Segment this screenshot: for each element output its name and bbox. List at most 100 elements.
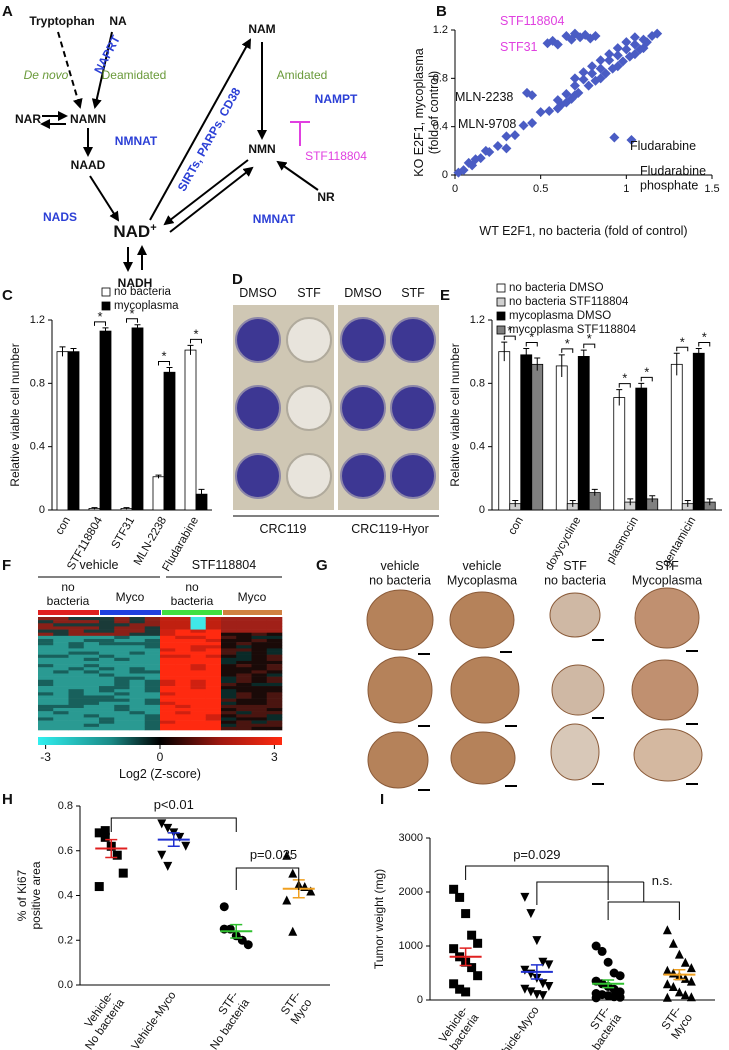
point (680, 973, 690, 983)
heatmap-cell (160, 638, 176, 643)
heatmap-cell (38, 673, 54, 677)
heatmap-cell (160, 654, 176, 659)
bar (670, 363, 683, 511)
heatmap-cell (99, 682, 115, 687)
column-label: vehicle Mycoplasma (447, 559, 517, 587)
panel-letter: H (2, 791, 13, 808)
point (94, 882, 104, 892)
heatmap-cell (266, 642, 283, 646)
heatmap-cell (205, 638, 222, 643)
heatmap-cell (144, 635, 161, 640)
legend-swatch (496, 311, 506, 321)
heatmap-cell (38, 711, 54, 715)
error-bar (187, 344, 194, 355)
point (612, 50, 623, 61)
x-tick-label: STF-No bacteria (570, 1004, 625, 1050)
point (219, 902, 229, 912)
bar (56, 351, 69, 511)
point (526, 987, 536, 997)
colorbar-tick-label: 0 (157, 750, 164, 764)
heatmap-cell (175, 648, 191, 652)
heatmap-cell (68, 632, 85, 637)
error-bar (59, 346, 66, 357)
heatmap-cell (236, 626, 252, 630)
heatmap-cell (68, 689, 85, 693)
point (306, 886, 316, 896)
heatmap-cell (144, 708, 161, 712)
panel-letter: F (2, 557, 11, 574)
point (501, 143, 512, 154)
point (674, 987, 684, 997)
heatmap-cell (190, 676, 207, 681)
heatmap-cell (129, 617, 146, 621)
heatmap-cell (190, 629, 207, 633)
annotation: Fludarabine (630, 139, 696, 153)
bar (152, 476, 165, 511)
heatmap-cell (38, 645, 54, 649)
heatmap-cell (160, 635, 176, 640)
heatmap-cell (144, 689, 161, 693)
bar (99, 330, 112, 511)
heatmap-cell (83, 698, 100, 703)
heatmap-cell (205, 673, 222, 677)
heatmap-cell (221, 651, 237, 655)
error-bar (580, 349, 587, 363)
heatmap-cell (190, 692, 207, 696)
heatmap-cell (144, 629, 161, 633)
heatmap-cell (129, 723, 146, 728)
heatmap-cell (190, 701, 207, 706)
heatmap-cell (68, 726, 85, 731)
heatmap-cell (114, 714, 130, 718)
heatmap-cell (221, 657, 237, 662)
y-axis-label: (fold of control) (427, 71, 441, 154)
heatmap-cell (175, 673, 191, 677)
y-axis-label: Tumor weight (mg) (372, 869, 386, 969)
heatmap-cell (53, 660, 69, 665)
heatmap-cell (99, 648, 115, 652)
error-bar (673, 352, 680, 376)
heatmap-cell (129, 689, 146, 693)
heatmap-cell (160, 629, 176, 633)
heatmap-cell (190, 667, 207, 671)
panel-letter: D (232, 271, 243, 288)
heatmap-cell (221, 720, 237, 725)
heatmap-cell (129, 717, 146, 721)
panel-letter: E (440, 287, 450, 304)
point (94, 828, 104, 838)
heatmap-cell (129, 698, 146, 703)
heatmap-cell (221, 698, 237, 703)
heatmap-cell (129, 673, 146, 677)
point (100, 832, 110, 842)
legend-swatch (101, 287, 111, 297)
heatmap-cell (68, 717, 85, 721)
heatmap-cell (114, 686, 130, 690)
heatmap-cell (83, 626, 100, 630)
column-label: STF Mycoplasma (632, 559, 702, 587)
heatmap-cell (205, 620, 222, 624)
y-tick-label: 0.6 (58, 845, 73, 857)
pathway-node: Tryptophan (29, 14, 94, 28)
heatmap-cell (99, 626, 115, 630)
heatmap-cell (83, 708, 100, 712)
point (552, 103, 563, 114)
heatmap-cell (129, 676, 146, 681)
heatmap-cell (251, 676, 268, 681)
heatmap-cell (221, 686, 237, 690)
heatmap-cell (175, 620, 191, 624)
heatmap-cell (175, 651, 191, 655)
point (163, 861, 173, 871)
sem-bar (459, 947, 472, 967)
point (603, 957, 613, 967)
heatmap-cell (38, 629, 54, 633)
point (538, 979, 548, 989)
heatmap-cell (160, 701, 176, 706)
heatmap-cell (160, 692, 176, 696)
heatmap-cell (38, 654, 54, 659)
heatmap-cell (99, 623, 115, 627)
heatmap-cell (251, 726, 268, 731)
heatmap-cell (175, 708, 191, 712)
heatmap-cell (83, 720, 100, 725)
heatmap-cell (236, 648, 252, 652)
y-tick-label: 3000 (399, 832, 423, 844)
point (520, 892, 530, 902)
